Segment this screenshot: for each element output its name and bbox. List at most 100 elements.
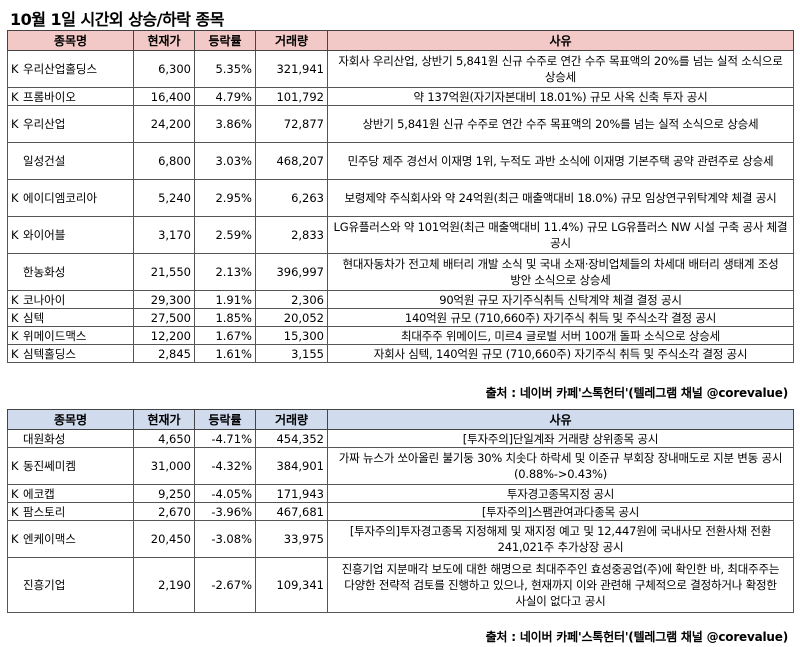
- volume-cell: 321,941: [255, 50, 328, 88]
- price-cell: 27,500: [133, 308, 195, 327]
- stock-name: 대원화성: [23, 431, 66, 446]
- stock-name-cell: K 우리산업홀딩스: [7, 50, 134, 88]
- table-row: K 동진쎄미켐 31,000 -4.32% 384,901 가짜 뉴스가 쏘아올린 불기둥…: [7, 447, 794, 485]
- volume-cell: 454,352: [255, 429, 328, 448]
- stock-name-cell: K 심텍홀딩스: [7, 344, 134, 363]
- reason-cell: 90억원 규모 자기주식취득 신탁계약 체결 결정 공시: [327, 290, 794, 309]
- reason-cell: 최대주주 위메이드, 미르4 글로벌 서버 100개 돌파 소식으로 상승세: [327, 326, 794, 345]
- market-mark: K: [11, 532, 19, 546]
- price-cell: 9,250: [133, 484, 195, 503]
- stock-name-cell: K 코나아이: [7, 290, 134, 309]
- table-row: K 에이디엠코리아 5,240 2.95% 6,263 보령제약 주식회사와 약 24억원…: [7, 179, 794, 217]
- reason-cell: 민주당 제주 경선서 이재명 1위, 누적도 과반 소식에 이재명 기본주택 공…: [327, 142, 794, 180]
- table-row: 한농화성 21,550 2.13% 396,997 현대자동차가 전고체 배터리 개발 …: [7, 253, 794, 291]
- volume-cell: 468,207: [255, 142, 328, 180]
- table-row: 진흥기업 2,190 -2.67% 109,341 진흥기업 지분매각 보도에 대한 해…: [7, 557, 794, 613]
- volume-cell: 2,833: [255, 216, 328, 254]
- reason-cell: 자회사 우리산업, 상반기 5,841원 신규 수주로 연간 수주 목표액의 2…: [327, 50, 794, 88]
- market-mark: K: [11, 486, 19, 501]
- change-cell: 3.03%: [194, 142, 256, 180]
- table-row: 대원화성 4,650 -4.71% 454,352 [투자주의]단일계좌 거래량 상위종…: [7, 429, 794, 448]
- market-mark: K: [11, 89, 19, 104]
- market-mark: K: [11, 328, 19, 343]
- stock-name: 우리산업: [23, 117, 66, 131]
- table-row: K 엔케이맥스 20,450 -3.08% 33,975 [투자주의]투자경고종목 지정해…: [7, 520, 794, 558]
- stock-name: 우리산업홀딩스: [23, 62, 98, 76]
- gainers-table: 종목명 현재가 등락률 거래량 사유 K 우리산업홀딩스 6,300 5.35% 321…: [7, 30, 794, 363]
- volume-cell: 6,263: [255, 179, 328, 217]
- volume-cell: 171,943: [255, 484, 328, 503]
- price-cell: 4,650: [133, 429, 195, 448]
- reason-cell: 140억원 규모 (710,660주) 자기주식 취득 및 주식소각 결정 공시: [327, 308, 794, 327]
- header-reason: 사유: [327, 409, 794, 430]
- header-price: 현재가: [133, 409, 195, 430]
- header-name: 종목명: [7, 409, 134, 430]
- change-cell: -4.32%: [194, 447, 256, 485]
- volume-cell: 33,975: [255, 520, 328, 558]
- stock-name-cell: K 심텍: [7, 308, 134, 327]
- change-cell: 2.13%: [194, 253, 256, 291]
- reason-cell: 투자경고종목지정 공시: [327, 484, 794, 503]
- change-cell: 1.67%: [194, 326, 256, 345]
- change-cell: 2.95%: [194, 179, 256, 217]
- price-cell: 3,170: [133, 216, 195, 254]
- market-mark: K: [11, 62, 19, 76]
- stock-name: 팜스토리: [23, 504, 66, 519]
- gainers-header-row: 종목명 현재가 등락률 거래량 사유: [7, 30, 794, 51]
- table-row: K 프롬바이오 16,400 4.79% 101,792 약 137억원(자기자본대비 1…: [7, 87, 794, 106]
- stock-name: 엔케이맥스: [23, 532, 76, 546]
- stock-name-cell: 진흥기업: [7, 557, 134, 613]
- price-cell: 2,190: [133, 557, 195, 613]
- header-name: 종목명: [7, 30, 134, 51]
- stock-name: 위메이드맥스: [23, 328, 87, 343]
- table-row: K 심텍 27,500 1.85% 20,052 140억원 규모 (710,660주) …: [7, 308, 794, 327]
- price-cell: 12,200: [133, 326, 195, 345]
- market-mark: K: [11, 292, 19, 307]
- market-mark: K: [11, 228, 19, 242]
- change-cell: -3.08%: [194, 520, 256, 558]
- change-cell: 4.79%: [194, 87, 256, 106]
- stock-name: 프롬바이오: [23, 89, 76, 104]
- page-title: 10월 1일 시간외 상승/하락 종목: [10, 10, 224, 29]
- change-cell: -2.67%: [194, 557, 256, 613]
- market-mark: K: [11, 191, 19, 205]
- change-cell: 3.86%: [194, 105, 256, 143]
- volume-cell: 15,300: [255, 326, 328, 345]
- price-cell: 16,400: [133, 87, 195, 106]
- losers-body: 대원화성 4,650 -4.71% 454,352 [투자주의]단일계좌 거래량 상위종…: [7, 429, 794, 613]
- volume-cell: 109,341: [255, 557, 328, 613]
- losers-table: 종목명 현재가 등락률 거래량 사유 대원화성 4,650 -4.71% 454,35…: [7, 409, 794, 613]
- stock-name-cell: K 동진쎄미켐: [7, 447, 134, 485]
- reason-cell: LG유플러스와 약 101억원(최근 매출액대비 11.4%) 규모 LG유플러…: [327, 216, 794, 254]
- header-change: 등락률: [194, 409, 256, 430]
- stock-name-cell: 일성건설: [7, 142, 134, 180]
- volume-cell: 101,792: [255, 87, 328, 106]
- change-cell: 5.35%: [194, 50, 256, 88]
- stock-name-cell: 대원화성: [7, 429, 134, 448]
- stock-name-cell: K 에코캡: [7, 484, 134, 503]
- volume-cell: 467,681: [255, 502, 328, 521]
- stock-name: 일성건설: [23, 154, 66, 168]
- losers-header-row: 종목명 현재가 등락률 거래량 사유: [7, 409, 794, 430]
- reason-cell: 상반기 5,841원 신규 수주로 연간 수주 목표액의 20%를 넘는 실적 …: [327, 105, 794, 143]
- price-cell: 2,670: [133, 502, 195, 521]
- stock-name-cell: K 팜스토리: [7, 502, 134, 521]
- table-row: K 우리산업 24,200 3.86% 72,877 상반기 5,841원 신규 수주로 …: [7, 105, 794, 143]
- price-cell: 20,450: [133, 520, 195, 558]
- price-cell: 2,845: [133, 344, 195, 363]
- stock-name-cell: K 프롬바이오: [7, 87, 134, 106]
- change-cell: 1.85%: [194, 308, 256, 327]
- price-cell: 6,300: [133, 50, 195, 88]
- reason-cell: [투자주의]단일계좌 거래량 상위종목 공시: [327, 429, 794, 448]
- reason-cell: [투자주의]스팸관여과다종목 공시: [327, 502, 794, 521]
- volume-cell: 72,877: [255, 105, 328, 143]
- price-cell: 6,800: [133, 142, 195, 180]
- market-mark: K: [11, 504, 19, 519]
- price-cell: 5,240: [133, 179, 195, 217]
- stock-name-cell: K 에이디엠코리아: [7, 179, 134, 217]
- table-row: K 위메이드맥스 12,200 1.67% 15,300 최대주주 위메이드, 미르4 글…: [7, 326, 794, 345]
- change-cell: -4.05%: [194, 484, 256, 503]
- market-mark: K: [11, 459, 19, 473]
- table-row: 일성건설 6,800 3.03% 468,207 민주당 제주 경선서 이재명 1위, …: [7, 142, 794, 180]
- stock-name-cell: K 와이어블: [7, 216, 134, 254]
